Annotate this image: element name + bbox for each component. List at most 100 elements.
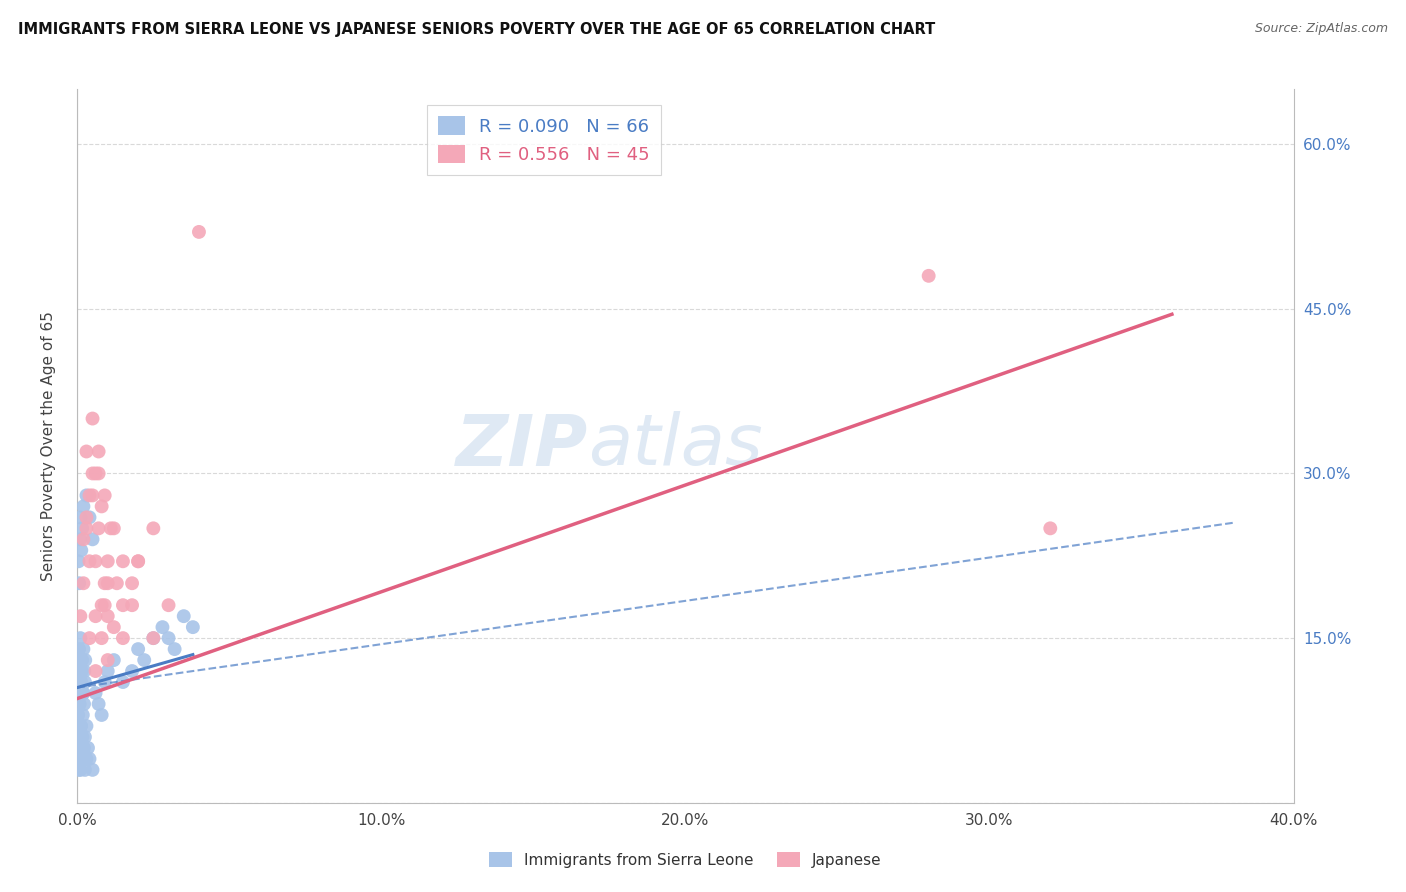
Point bbox=[1039, 521, 1062, 535]
Point bbox=[70, 719, 93, 733]
Point bbox=[121, 598, 143, 612]
Point bbox=[69, 664, 91, 678]
Point bbox=[181, 620, 204, 634]
Point bbox=[157, 631, 180, 645]
Point bbox=[72, 752, 94, 766]
Point bbox=[75, 653, 97, 667]
Point bbox=[73, 763, 96, 777]
Point bbox=[93, 488, 115, 502]
Point bbox=[97, 664, 120, 678]
Point bbox=[73, 664, 96, 678]
Point bbox=[79, 488, 101, 502]
Point bbox=[69, 697, 91, 711]
Point bbox=[82, 533, 104, 547]
Point bbox=[82, 467, 104, 481]
Point bbox=[87, 444, 110, 458]
Point bbox=[84, 554, 107, 568]
Point bbox=[188, 225, 211, 239]
Point bbox=[75, 510, 97, 524]
Point bbox=[70, 719, 93, 733]
Point bbox=[127, 554, 149, 568]
Point bbox=[93, 576, 115, 591]
Point bbox=[69, 609, 91, 624]
Point bbox=[69, 752, 91, 766]
Point bbox=[111, 631, 134, 645]
Point bbox=[72, 686, 94, 700]
Point bbox=[105, 576, 128, 591]
Point bbox=[127, 642, 149, 657]
Point bbox=[69, 510, 91, 524]
Point bbox=[142, 631, 165, 645]
Point bbox=[87, 467, 110, 481]
Point bbox=[67, 708, 90, 723]
Point bbox=[67, 576, 90, 591]
Point bbox=[70, 675, 93, 690]
Text: ZIP: ZIP bbox=[456, 411, 588, 481]
Point bbox=[70, 740, 93, 755]
Point bbox=[72, 642, 94, 657]
Point bbox=[87, 521, 110, 535]
Point bbox=[90, 708, 112, 723]
Point bbox=[70, 740, 93, 755]
Point bbox=[142, 631, 165, 645]
Point bbox=[111, 675, 134, 690]
Point bbox=[67, 653, 90, 667]
Point bbox=[69, 533, 91, 547]
Point bbox=[73, 730, 96, 744]
Point bbox=[79, 554, 101, 568]
Point bbox=[918, 268, 941, 283]
Point bbox=[97, 653, 120, 667]
Point bbox=[121, 664, 143, 678]
Point bbox=[75, 444, 97, 458]
Point bbox=[75, 521, 97, 535]
Text: Source: ZipAtlas.com: Source: ZipAtlas.com bbox=[1254, 22, 1388, 36]
Point bbox=[79, 631, 101, 645]
Point bbox=[72, 752, 94, 766]
Point bbox=[157, 598, 180, 612]
Point bbox=[77, 740, 100, 755]
Point bbox=[67, 554, 90, 568]
Point bbox=[73, 675, 96, 690]
Point bbox=[152, 620, 174, 634]
Point bbox=[90, 500, 112, 514]
Point bbox=[70, 653, 93, 667]
Point bbox=[100, 521, 122, 535]
Point bbox=[111, 554, 134, 568]
Point bbox=[67, 763, 90, 777]
Point bbox=[134, 653, 156, 667]
Point bbox=[82, 488, 104, 502]
Point bbox=[97, 554, 120, 568]
Point bbox=[75, 719, 97, 733]
Point bbox=[72, 730, 94, 744]
Point bbox=[84, 664, 107, 678]
Point bbox=[75, 752, 97, 766]
Point bbox=[103, 620, 125, 634]
Point bbox=[72, 576, 94, 591]
Point bbox=[70, 521, 93, 535]
Point bbox=[127, 554, 149, 568]
Point bbox=[79, 752, 101, 766]
Legend: Immigrants from Sierra Leone, Japanese: Immigrants from Sierra Leone, Japanese bbox=[484, 846, 887, 873]
Point bbox=[142, 521, 165, 535]
Point bbox=[84, 686, 107, 700]
Point bbox=[97, 576, 120, 591]
Point bbox=[103, 653, 125, 667]
Point bbox=[173, 609, 195, 624]
Y-axis label: Seniors Poverty Over the Age of 65: Seniors Poverty Over the Age of 65 bbox=[42, 311, 56, 581]
Point bbox=[75, 488, 97, 502]
Text: atlas: atlas bbox=[588, 411, 762, 481]
Point bbox=[82, 411, 104, 425]
Point bbox=[97, 609, 120, 624]
Point bbox=[72, 686, 94, 700]
Point bbox=[82, 763, 104, 777]
Point bbox=[111, 598, 134, 612]
Point bbox=[69, 675, 91, 690]
Point bbox=[79, 510, 101, 524]
Point bbox=[90, 598, 112, 612]
Point bbox=[121, 576, 143, 591]
Point bbox=[90, 631, 112, 645]
Point bbox=[70, 543, 93, 558]
Point bbox=[87, 697, 110, 711]
Point bbox=[73, 740, 96, 755]
Point bbox=[84, 467, 107, 481]
